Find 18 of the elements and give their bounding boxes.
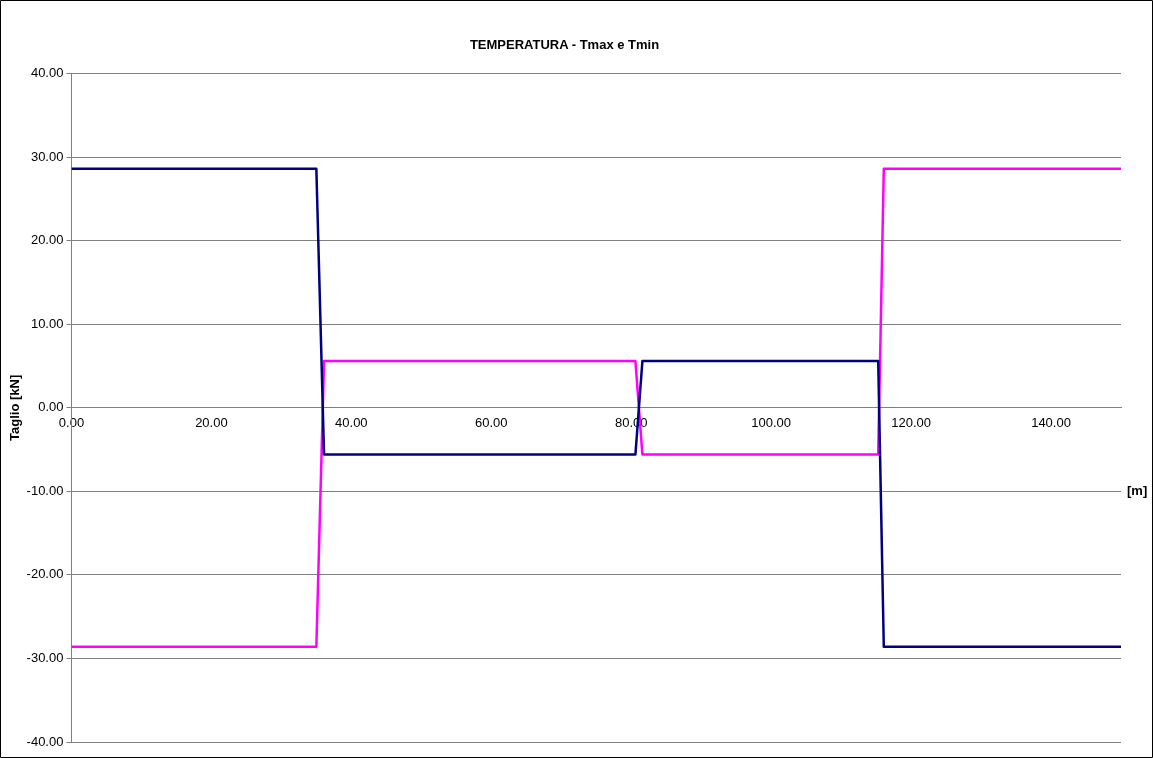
y-tick-label: 10.00 [30, 315, 64, 331]
x-tick-label: 140.00 [1031, 415, 1071, 431]
y-tick-label: 0.00 [38, 399, 64, 415]
x-tick-label: 40.00 [335, 415, 368, 431]
y-tick-label: 30.00 [30, 148, 64, 164]
chart-title: TEMPERATURA - Tmax e Tmin [469, 37, 660, 53]
x-axis-title: [m] [1127, 482, 1148, 498]
y-tick-label: 40.00 [30, 65, 64, 81]
y-tick-label: -30.00 [26, 650, 64, 666]
y-axis-title: Taglio [kN] [7, 374, 23, 441]
y-tick-label: 20.00 [30, 232, 64, 248]
x-tick-label: 60.00 [475, 415, 508, 431]
y-tick-label: -10.00 [26, 482, 64, 498]
y-tick-label: -20.00 [26, 566, 64, 582]
x-tick-label: 20.00 [195, 415, 228, 431]
x-tick-label: 100.00 [751, 415, 792, 431]
x-tick-label: 120.00 [891, 415, 931, 431]
y-tick-label: -40.00 [26, 733, 64, 749]
